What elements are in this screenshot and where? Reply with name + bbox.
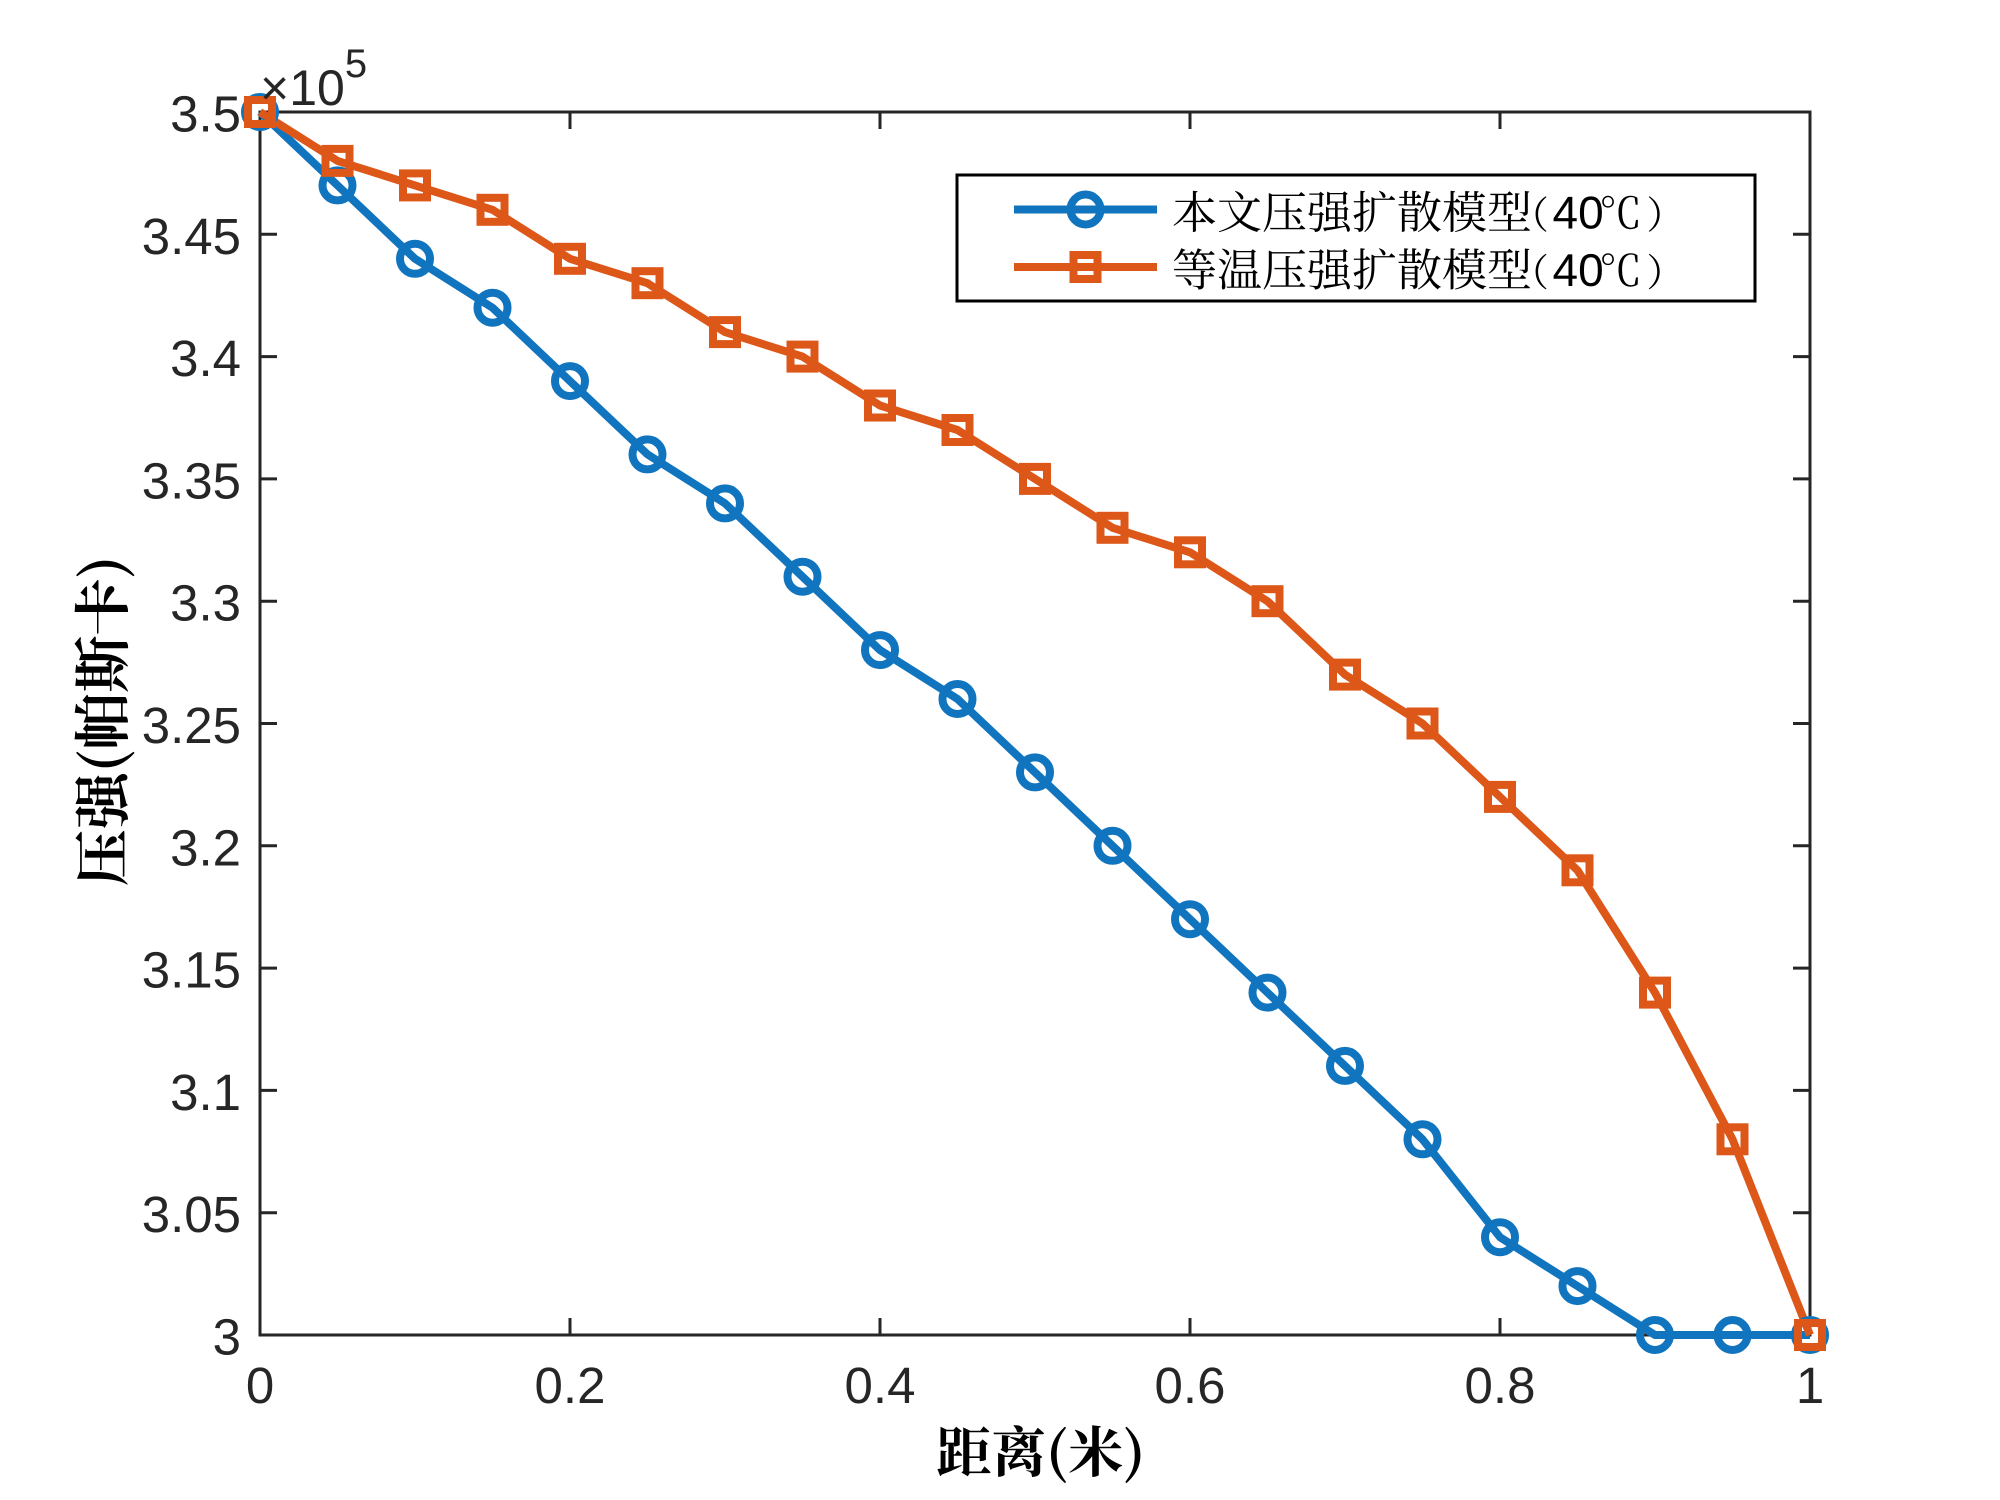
svg-text:3.15: 3.15 xyxy=(142,942,241,999)
svg-text:0: 0 xyxy=(246,1357,274,1414)
svg-text:0.8: 0.8 xyxy=(1465,1357,1536,1414)
svg-text:3.05: 3.05 xyxy=(142,1186,241,1243)
svg-text:3.4: 3.4 xyxy=(170,330,241,387)
svg-text:1: 1 xyxy=(1796,1357,1824,1414)
svg-text:3.1: 3.1 xyxy=(170,1064,241,1121)
svg-text:0.2: 0.2 xyxy=(535,1357,606,1414)
svg-text:3.5: 3.5 xyxy=(170,86,241,143)
svg-text:3.25: 3.25 xyxy=(142,697,241,754)
svg-text:3: 3 xyxy=(213,1309,241,1366)
svg-text:3.45: 3.45 xyxy=(142,208,241,265)
svg-text:3.35: 3.35 xyxy=(142,452,241,509)
svg-text:0.4: 0.4 xyxy=(845,1357,916,1414)
svg-text:3.3: 3.3 xyxy=(170,575,241,632)
svg-text:0.6: 0.6 xyxy=(1155,1357,1226,1414)
svg-text:3.2: 3.2 xyxy=(170,819,241,876)
